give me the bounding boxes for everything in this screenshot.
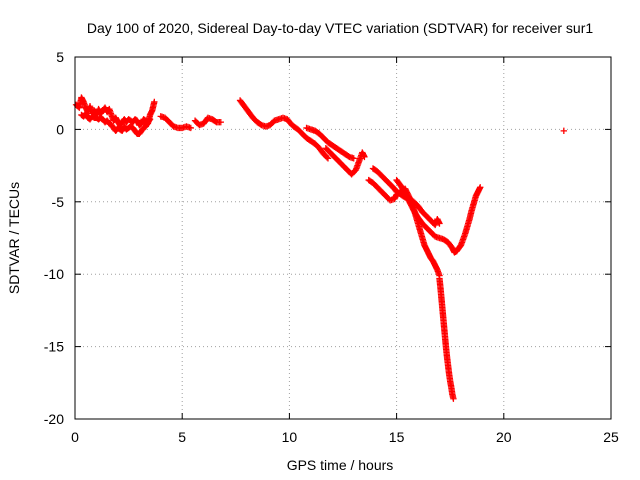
data-point (560, 127, 568, 135)
y-axis-label: SDTVAR / TECUs (6, 182, 22, 294)
data-point (477, 184, 484, 191)
chart-title: Day 100 of 2020, Sidereal Day-to-day VTE… (87, 20, 593, 36)
data-point (217, 118, 224, 126)
y-tick-labels: 5 0 -5 -10 -15 -20 (44, 49, 64, 427)
x-tick-label: 25 (603, 429, 619, 445)
y-tick-label: -20 (44, 411, 64, 427)
data-point (350, 155, 357, 162)
y-tick-label: 5 (56, 49, 64, 65)
grid (75, 57, 611, 419)
x-tick-label: 0 (71, 429, 79, 445)
data-point (361, 153, 368, 161)
x-tick-label: 10 (282, 429, 298, 445)
y-tick-label: -5 (52, 194, 65, 210)
y-tick-label: -10 (44, 266, 64, 282)
data-point (323, 154, 331, 161)
y-tick-label: -15 (44, 339, 64, 355)
x-tick-label: 15 (389, 429, 405, 445)
ticks (74, 56, 612, 420)
plot-frame (74, 56, 612, 420)
data-point (187, 124, 194, 132)
data-point (450, 395, 457, 402)
data-point (324, 155, 332, 162)
x-tick-label: 5 (178, 429, 186, 445)
x-tick-label: 20 (496, 429, 512, 445)
data-point (436, 220, 443, 227)
x-tick-labels: 0 5 10 15 20 25 (71, 429, 619, 445)
x-axis-label: GPS time / hours (287, 457, 394, 473)
data-point (151, 98, 158, 106)
y-tick-label: 0 (56, 121, 64, 137)
data-point (146, 117, 153, 124)
data-point (146, 116, 154, 123)
data-points (72, 94, 568, 402)
